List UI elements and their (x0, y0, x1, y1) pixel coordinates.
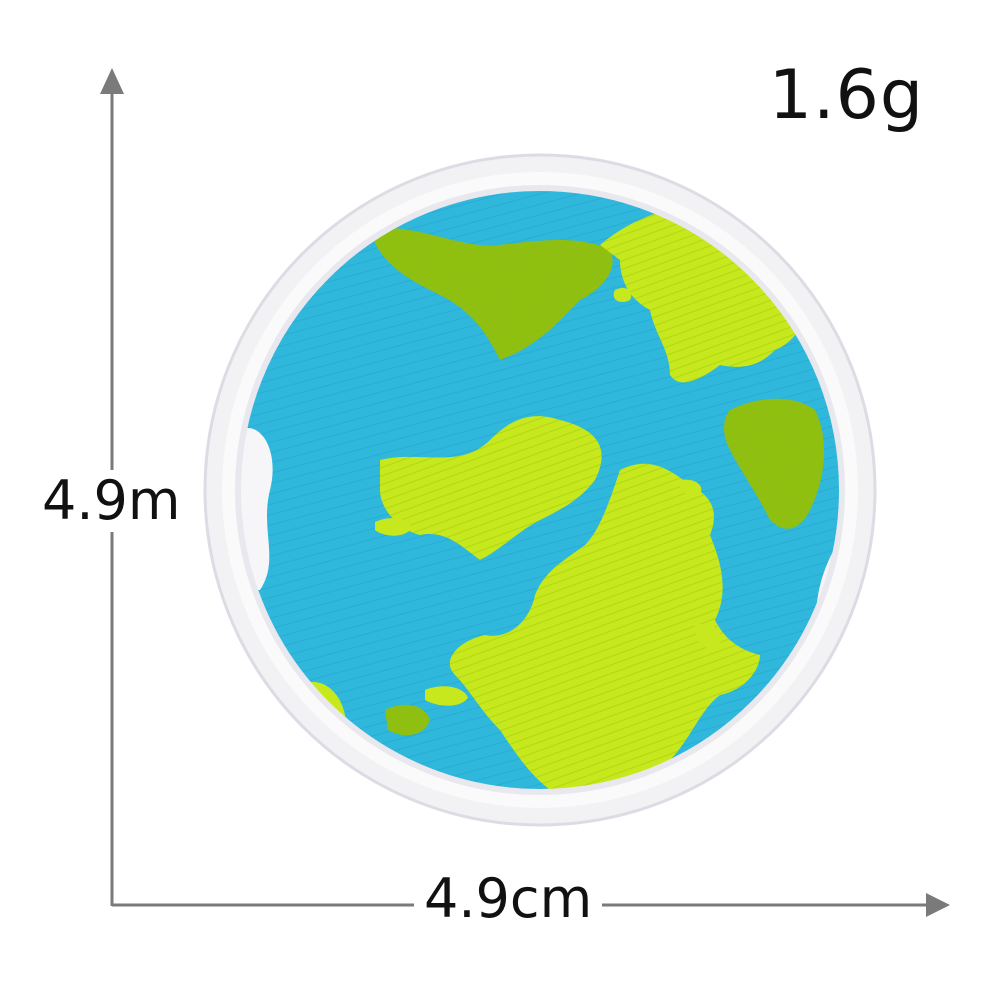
width-label: 4.9cm (414, 872, 603, 926)
continent-greenland (370, 227, 613, 360)
continent-north-america (375, 416, 602, 560)
continent-australia (724, 398, 825, 529)
continent-south (449, 463, 760, 790)
height-label: 4.9m (42, 469, 181, 532)
weight-label: 1.6g (768, 56, 924, 135)
earth-embroidered-patch (203, 153, 877, 827)
